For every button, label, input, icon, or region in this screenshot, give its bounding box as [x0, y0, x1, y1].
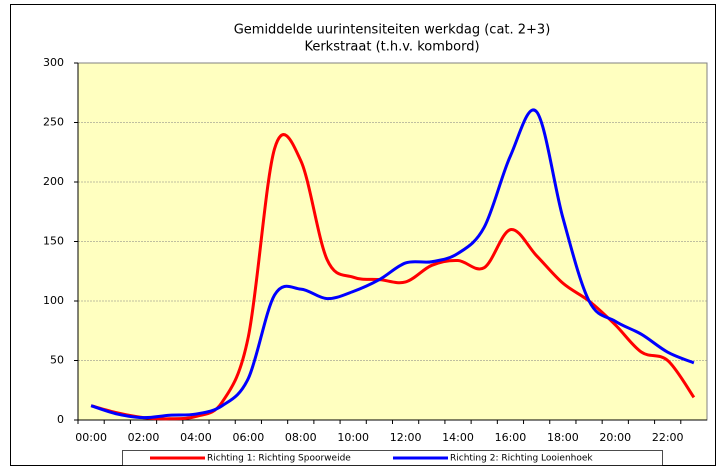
y-tick-label: 200 [43, 175, 64, 188]
y-tick-label: 150 [43, 235, 64, 248]
chart-title: Gemiddelde uurintensiteiten werkdag (cat… [234, 23, 551, 38]
y-tick-label: 50 [50, 354, 64, 367]
x-tick-label: 22:00 [652, 431, 684, 444]
legend-label: Richting 1: Richting Spoorweide [207, 454, 351, 464]
x-tick-label: 10:00 [337, 431, 369, 444]
x-tick-label: 18:00 [547, 431, 579, 444]
x-tick-label: 08:00 [285, 431, 317, 444]
x-tick-label: 06:00 [233, 431, 265, 444]
y-tick-label: 300 [43, 56, 64, 69]
x-tick-label: 04:00 [180, 431, 212, 444]
y-tick-label: 100 [43, 294, 64, 307]
y-tick-label: 0 [57, 413, 64, 426]
x-tick-label: 12:00 [390, 431, 422, 444]
y-tick-label: 250 [43, 116, 64, 129]
series-line [90, 108, 695, 420]
x-tick-label: 16:00 [495, 431, 527, 444]
x-tick-label: 00:00 [75, 431, 107, 444]
x-tick-label: 02:00 [128, 431, 160, 444]
x-tick-label: 20:00 [599, 431, 631, 444]
x-tick-label: 14:00 [442, 431, 474, 444]
legend-label: Richting 2: Richting Looienhoek [450, 454, 593, 464]
chart-subtitle: Kerkstraat (t.h.v. kombord) [304, 40, 479, 55]
plot-area [77, 62, 708, 421]
legend [122, 450, 663, 466]
